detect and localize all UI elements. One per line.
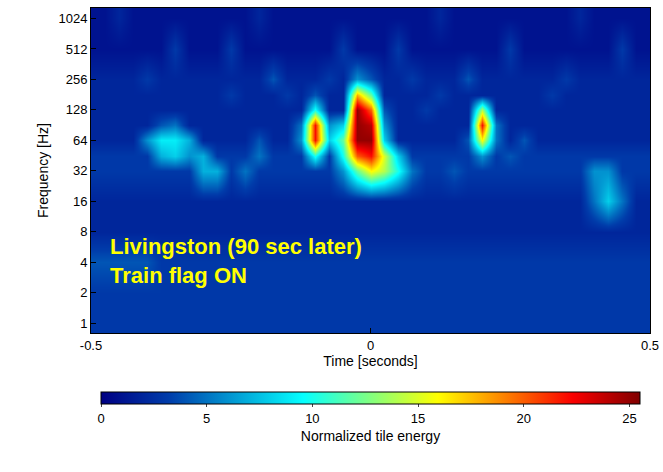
svg-text:512: 512 — [66, 42, 88, 57]
svg-text:128: 128 — [66, 102, 88, 117]
svg-text:256: 256 — [66, 72, 88, 87]
svg-text:Frequency [Hz]: Frequency [Hz] — [35, 123, 51, 218]
svg-text:15: 15 — [411, 411, 425, 426]
svg-text:1: 1 — [80, 316, 87, 331]
svg-text:Livingston (90 sec later)Train: Livingston (90 sec later)Train flag ON — [110, 234, 362, 288]
svg-text:20: 20 — [517, 411, 531, 426]
svg-text:8: 8 — [80, 224, 87, 239]
svg-text:0: 0 — [367, 338, 374, 353]
svg-text:10: 10 — [305, 411, 319, 426]
svg-text:1024: 1024 — [58, 11, 87, 26]
svg-text:0: 0 — [97, 411, 104, 426]
svg-text:64: 64 — [73, 133, 87, 148]
svg-text:Normalized tile energy: Normalized tile energy — [301, 428, 440, 444]
svg-text:2: 2 — [80, 285, 87, 300]
svg-text:0.5: 0.5 — [641, 338, 659, 353]
svg-text:-0.5: -0.5 — [80, 338, 102, 353]
svg-text:25: 25 — [622, 411, 636, 426]
svg-text:5: 5 — [203, 411, 210, 426]
svg-text:4: 4 — [80, 255, 87, 270]
svg-text:32: 32 — [73, 163, 87, 178]
svg-text:Time [seconds]: Time [seconds] — [323, 353, 417, 369]
svg-text:16: 16 — [73, 194, 87, 209]
